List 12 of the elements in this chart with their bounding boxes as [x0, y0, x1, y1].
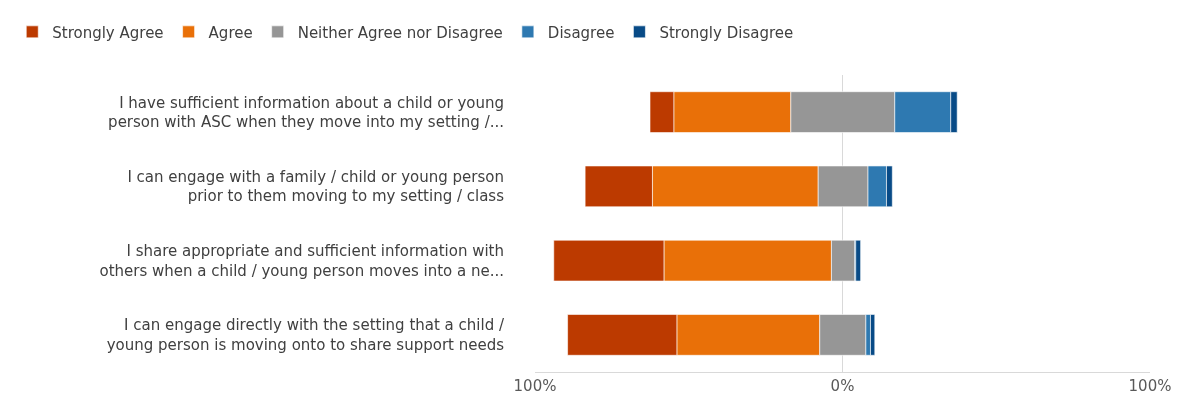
y-tick-label: I can engage directly with the setting that a child / young person is moving onto to share support needs — [106, 316, 505, 354]
y-tick-label: I share appropriate and sufficient information with others when a child / young person moves into a ne... — [99, 242, 504, 280]
y-tick-label: I have sufficient information about a child or young person with ASC when they move into my setting /... — [108, 93, 504, 132]
x-tick-label: 0% — [830, 377, 855, 395]
x-tick-label: 100% — [513, 377, 557, 395]
x-tick-label: 100% — [1128, 377, 1172, 395]
legend-label: Strongly Agree — [52, 23, 164, 42]
legend-label: Disagree — [547, 23, 615, 42]
legend-label: Agree — [208, 23, 253, 42]
legend-label: Neither Agree nor Disagree — [297, 23, 503, 42]
y-tick-label: I can engage with a family / child or young person prior to them moving to my setting / class — [127, 167, 505, 206]
legend-label: Strongly Disagree — [659, 23, 794, 42]
